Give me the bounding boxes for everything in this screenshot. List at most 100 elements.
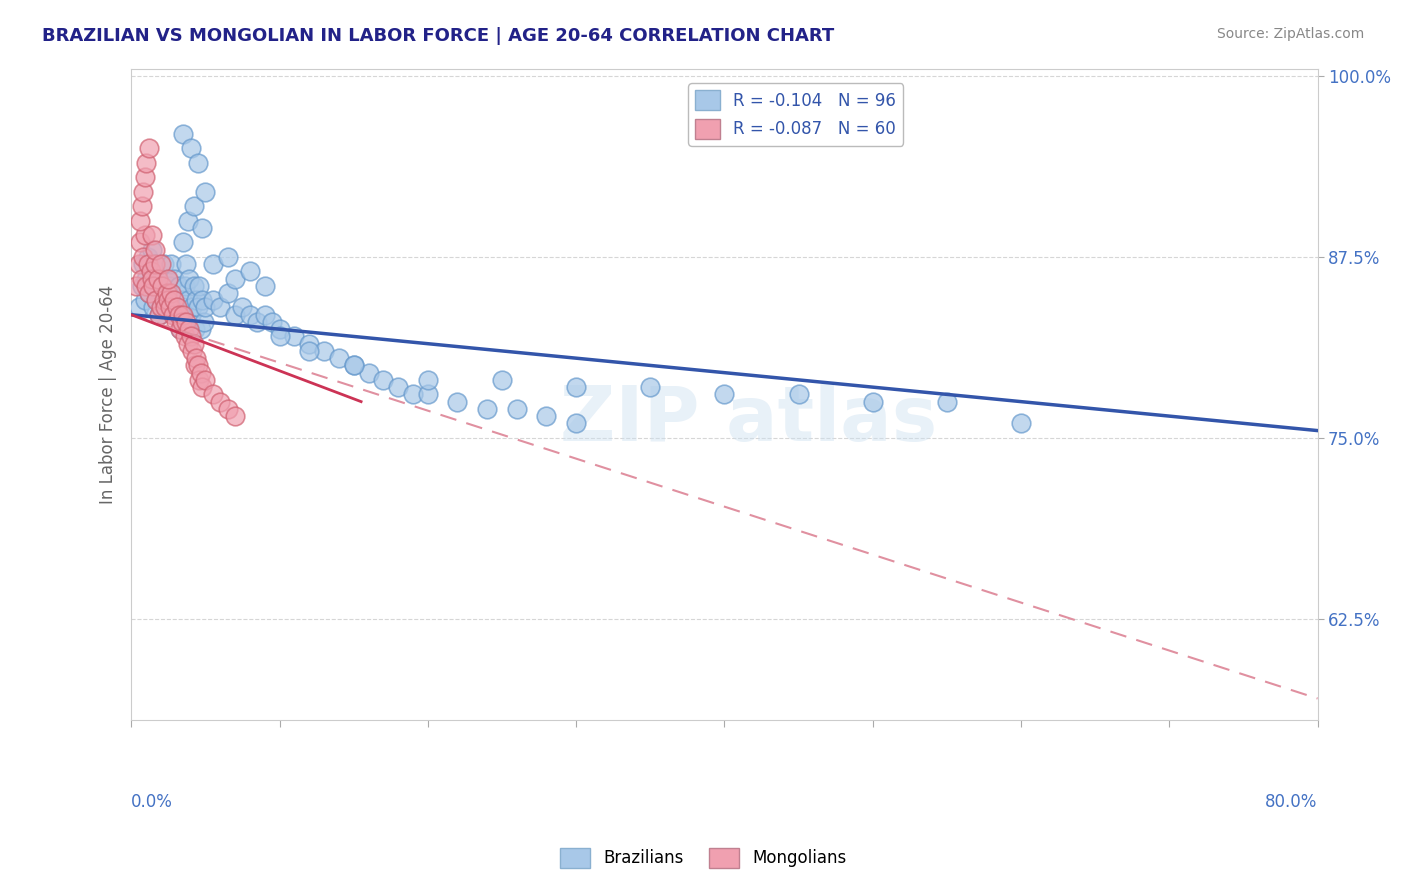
Point bbox=[416, 373, 439, 387]
Point bbox=[565, 417, 588, 431]
Point bbox=[1010, 417, 1032, 431]
Point bbox=[262, 315, 284, 329]
Point bbox=[565, 380, 588, 394]
Point bbox=[135, 155, 157, 169]
Point bbox=[141, 271, 163, 285]
Point bbox=[239, 264, 262, 278]
Point bbox=[217, 401, 239, 416]
Point bbox=[312, 343, 335, 358]
Point bbox=[148, 308, 170, 322]
Point bbox=[138, 285, 160, 300]
Point bbox=[174, 257, 197, 271]
Point bbox=[181, 343, 204, 358]
Point bbox=[145, 293, 167, 308]
Point bbox=[373, 373, 395, 387]
Point bbox=[146, 271, 169, 285]
Point bbox=[183, 278, 205, 293]
Point bbox=[188, 373, 211, 387]
Point bbox=[141, 228, 163, 243]
Point bbox=[239, 308, 262, 322]
Point bbox=[148, 308, 170, 322]
Point bbox=[153, 257, 176, 271]
Point bbox=[638, 380, 661, 394]
Point bbox=[217, 285, 239, 300]
Text: ZIP atlas: ZIP atlas bbox=[560, 384, 936, 458]
Point bbox=[135, 278, 157, 293]
Point bbox=[125, 278, 148, 293]
Point bbox=[201, 387, 224, 401]
Point bbox=[416, 387, 439, 401]
Text: 80.0%: 80.0% bbox=[1265, 793, 1317, 811]
Point bbox=[138, 141, 160, 155]
Point bbox=[143, 257, 166, 271]
Point bbox=[298, 336, 321, 351]
Point bbox=[166, 301, 188, 315]
Point bbox=[193, 315, 215, 329]
Point bbox=[231, 301, 253, 315]
Text: 0.0%: 0.0% bbox=[131, 793, 173, 811]
Point bbox=[201, 257, 224, 271]
Point bbox=[145, 293, 167, 308]
Point bbox=[165, 315, 187, 329]
Point bbox=[141, 243, 163, 257]
Point bbox=[129, 213, 152, 227]
Point bbox=[142, 301, 165, 315]
Point bbox=[491, 373, 513, 387]
Point bbox=[188, 278, 211, 293]
Point bbox=[283, 329, 305, 343]
Point bbox=[157, 271, 180, 285]
Point bbox=[180, 141, 202, 155]
Point bbox=[163, 271, 186, 285]
Point bbox=[343, 359, 366, 373]
Point bbox=[475, 401, 498, 416]
Point bbox=[129, 235, 152, 250]
Point bbox=[132, 185, 155, 199]
Point bbox=[173, 329, 195, 343]
Point bbox=[190, 366, 212, 380]
Point bbox=[173, 278, 195, 293]
Point bbox=[156, 271, 179, 285]
Point bbox=[135, 271, 157, 285]
Point bbox=[180, 308, 202, 322]
Point bbox=[128, 301, 150, 315]
Point bbox=[150, 278, 173, 293]
Point bbox=[713, 387, 735, 401]
Point bbox=[187, 359, 209, 373]
Point bbox=[163, 293, 186, 308]
Point bbox=[402, 387, 425, 401]
Point bbox=[181, 301, 204, 315]
Point bbox=[136, 250, 159, 264]
Point bbox=[253, 278, 276, 293]
Point bbox=[176, 336, 198, 351]
Point bbox=[194, 301, 217, 315]
Point bbox=[224, 308, 246, 322]
Point bbox=[387, 380, 409, 394]
Point bbox=[172, 308, 194, 322]
Point bbox=[194, 373, 217, 387]
Point bbox=[174, 315, 197, 329]
Point bbox=[160, 257, 183, 271]
Point bbox=[157, 301, 180, 315]
Point bbox=[201, 293, 224, 308]
Point bbox=[187, 301, 209, 315]
Point bbox=[224, 271, 246, 285]
Point bbox=[177, 271, 200, 285]
Point bbox=[862, 394, 884, 409]
Point bbox=[134, 228, 156, 243]
Point bbox=[131, 199, 153, 213]
Point bbox=[177, 322, 200, 336]
Point bbox=[186, 351, 208, 366]
Point bbox=[269, 322, 291, 336]
Point bbox=[176, 293, 198, 308]
Point bbox=[143, 243, 166, 257]
Point bbox=[131, 278, 153, 293]
Point bbox=[146, 271, 169, 285]
Point bbox=[150, 278, 173, 293]
Point bbox=[172, 235, 194, 250]
Point bbox=[153, 293, 176, 308]
Point bbox=[170, 293, 193, 308]
Point bbox=[190, 322, 212, 336]
Point bbox=[167, 278, 190, 293]
Point bbox=[191, 293, 214, 308]
Point bbox=[536, 409, 558, 423]
